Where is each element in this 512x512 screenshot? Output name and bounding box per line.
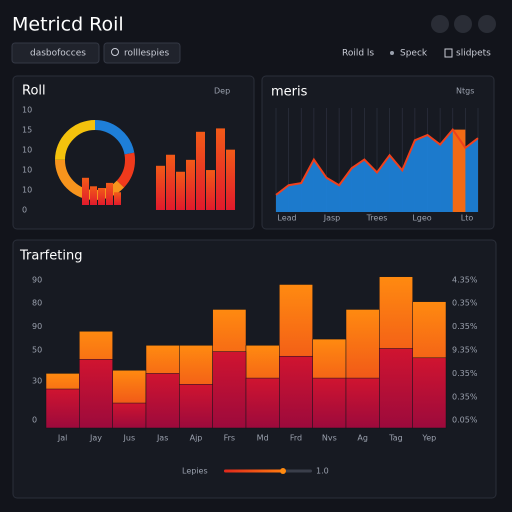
x-tick-label: Jus xyxy=(123,434,136,443)
bar xyxy=(114,192,121,205)
y-label: 10 xyxy=(22,166,32,175)
x-tick-label: Yep xyxy=(421,434,436,443)
x-label: Lgeo xyxy=(412,214,431,223)
bar xyxy=(196,131,205,210)
y-tick-label: 80 xyxy=(32,299,42,308)
y-tick-label: 50 xyxy=(32,346,42,355)
slider-fill xyxy=(224,469,283,473)
search-icon xyxy=(111,48,119,56)
bar xyxy=(90,186,97,205)
bar xyxy=(98,188,105,205)
panel-title: Trarfeting xyxy=(19,249,82,264)
dropdown[interactable] xyxy=(11,42,100,64)
bar xyxy=(216,128,225,210)
bar xyxy=(79,359,113,429)
x-tick-label: Jal xyxy=(57,434,67,443)
y-label: 0 xyxy=(22,206,27,215)
x-tick-label: Ag xyxy=(357,434,368,443)
panel-menu[interactable]: Ntgs xyxy=(456,87,474,96)
slider-value: 1.0 xyxy=(316,467,329,476)
y2-tick-label: 9.35% xyxy=(452,346,478,355)
x-tick-label: Tag xyxy=(388,434,403,443)
bar xyxy=(186,159,195,210)
action-label[interactable]: slidpets xyxy=(456,49,491,59)
y-tick-label: 0 xyxy=(32,416,37,425)
icon-button[interactable] xyxy=(431,15,449,33)
bar xyxy=(179,384,213,429)
icon-button[interactable] xyxy=(454,15,472,33)
x-tick-label: Nvs xyxy=(322,434,337,443)
icon-button[interactable] xyxy=(478,15,496,33)
y-tick-label: 90 xyxy=(32,275,42,284)
slider-label: Lepies xyxy=(182,467,208,476)
bar xyxy=(206,170,215,210)
toggle-label[interactable]: Speck xyxy=(400,49,428,59)
y-tick-label: 90 xyxy=(32,322,42,331)
bar xyxy=(226,149,235,210)
y-label: 10 xyxy=(22,186,32,195)
bar xyxy=(245,377,280,429)
bar xyxy=(345,377,380,429)
bar xyxy=(212,351,247,429)
bar xyxy=(379,348,413,429)
y2-tick-label: 0.35% xyxy=(452,369,478,378)
area xyxy=(276,129,478,212)
donut-segment xyxy=(55,120,135,200)
x-label: Lead xyxy=(277,214,296,223)
bar xyxy=(279,355,313,429)
x-tick-label: Jas xyxy=(156,434,168,443)
y-label: 10 xyxy=(22,146,32,155)
x-tick-label: Ajp xyxy=(190,434,203,443)
y-label: 15 xyxy=(22,126,32,135)
x-tick-label: Frd xyxy=(290,434,302,443)
bar xyxy=(412,357,447,429)
app-title: Metricd Roil xyxy=(12,14,124,36)
bar xyxy=(145,373,180,429)
donut-segment xyxy=(55,120,135,200)
panel-title: Roll xyxy=(22,84,46,99)
y2-tick-label: 0.35% xyxy=(452,322,478,331)
panel-menu[interactable]: Dep xyxy=(214,87,230,96)
y2-tick-label: 0.35% xyxy=(452,392,478,401)
y-tick-label: 30 xyxy=(32,377,42,386)
action-icon xyxy=(444,48,453,58)
bar xyxy=(112,402,147,429)
toggle-dot xyxy=(390,51,394,55)
x-tick-label: Md xyxy=(257,434,269,443)
x-label: Lto xyxy=(461,214,474,223)
bar xyxy=(82,177,89,205)
search-box[interactable] xyxy=(103,42,181,64)
y2-tick-label: 4.35% xyxy=(452,275,478,284)
bar xyxy=(312,377,347,429)
x-tick-label: Frs xyxy=(224,434,235,443)
slider-knob[interactable] xyxy=(280,468,286,474)
dropdown-label: dasbofocces xyxy=(30,49,86,59)
bar xyxy=(166,154,175,210)
y2-tick-label: 0.35% xyxy=(452,299,478,308)
y-label: 10 xyxy=(22,106,32,115)
bar xyxy=(106,182,113,205)
panel-title: meris xyxy=(271,85,308,100)
line xyxy=(275,127,479,196)
bar xyxy=(176,171,185,210)
bar xyxy=(45,388,80,429)
highlight xyxy=(452,129,466,212)
y2-tick-label: 0.05% xyxy=(452,416,478,425)
filter-label[interactable]: Roild ls xyxy=(342,49,374,59)
search-label: rolllespies xyxy=(124,49,169,59)
x-label: Jasp xyxy=(323,214,341,223)
x-label: Trees xyxy=(366,214,388,223)
bar xyxy=(156,165,165,210)
x-tick-label: Jay xyxy=(89,434,102,443)
